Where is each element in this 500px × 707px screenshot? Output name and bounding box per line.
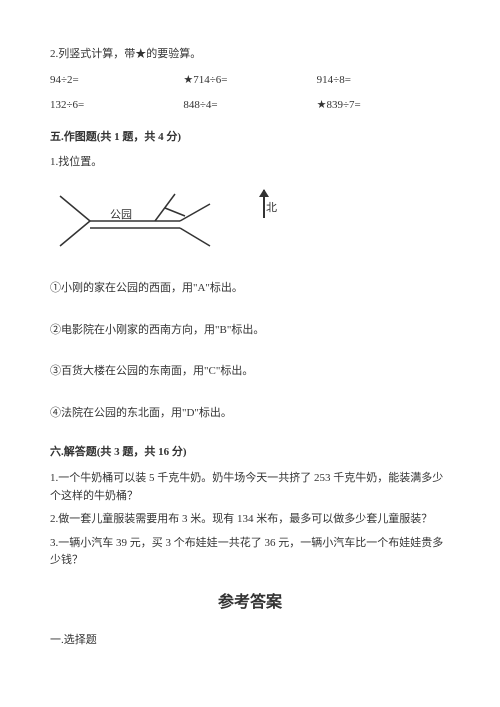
section-5-head: 五.作图题(共 1 题，共 4 分) — [50, 129, 450, 147]
eq-cell: 94÷2= — [50, 72, 183, 90]
section5-sub3: ③百货大楼在公园的东南面，用"C"标出。 — [50, 363, 450, 381]
q2-prompt: 2.列竖式计算，带★的要验算。 — [50, 46, 450, 64]
equation-row-1: 94÷2= ★714÷6= 914÷8= — [50, 72, 450, 90]
answers-head: 参考答案 — [50, 590, 450, 616]
map-svg: 公园 — [50, 186, 220, 256]
eq-cell: 132÷6= — [50, 97, 183, 115]
section5-q1: 1.找位置。 — [50, 154, 450, 172]
north-label: 北 — [266, 200, 277, 218]
section6-q2: 2.做一套儿童服装需要用布 3 米。现有 134 米布，最多可以做多少套儿童服装… — [50, 511, 450, 529]
map-diagram: 公园 北 — [50, 186, 450, 256]
eq-cell: 914÷8= — [317, 72, 450, 90]
section6-q1: 1.一个牛奶桶可以装 5 千克牛奶。奶牛场今天一共挤了 253 千克牛奶，能装满… — [50, 470, 450, 505]
north-indicator: 北 — [250, 190, 277, 218]
north-arrow-icon — [263, 190, 265, 218]
section5-sub2: ②电影院在小刚家的西南方向，用"B"标出。 — [50, 322, 450, 340]
section5-sub1: ①小刚的家在公园的西面，用"A"标出。 — [50, 280, 450, 298]
answers-sec1: 一.选择题 — [50, 632, 450, 650]
section-6-head: 六.解答题(共 3 题，共 16 分) — [50, 444, 450, 462]
eq-cell: ★714÷6= — [183, 72, 316, 90]
eq-cell: ★839÷7= — [317, 97, 450, 115]
park-label: 公园 — [110, 208, 132, 221]
equation-row-2: 132÷6= 848÷4= ★839÷7= — [50, 97, 450, 115]
eq-cell: 848÷4= — [183, 97, 316, 115]
section6-q3: 3.一辆小汽车 39 元，买 3 个布娃娃一共花了 36 元，一辆小汽车比一个布… — [50, 535, 450, 570]
section5-sub4: ④法院在公园的东北面，用"D"标出。 — [50, 405, 450, 423]
